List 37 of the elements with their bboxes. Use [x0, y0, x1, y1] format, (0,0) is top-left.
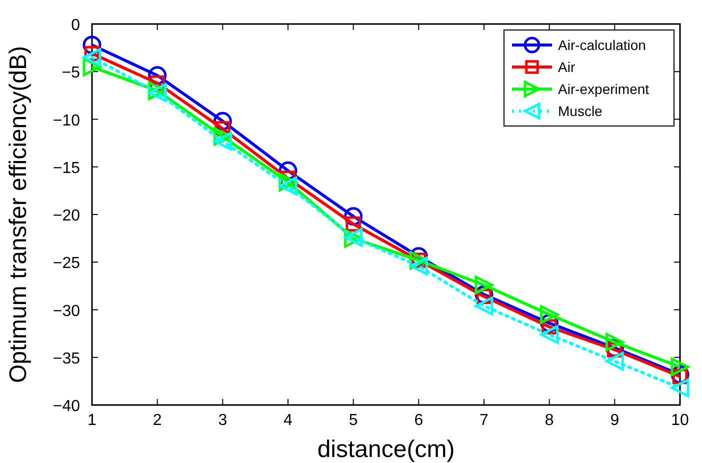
y-tick-label: −20: [52, 208, 80, 224]
y-tick-label: −25: [52, 255, 80, 272]
point: [670, 358, 690, 376]
y-tick-label: −5: [62, 64, 80, 82]
x-tick-label: 4: [284, 412, 293, 429]
legend-label: Air-experiment: [558, 81, 650, 97]
y-tick-label: −40: [52, 398, 80, 415]
x-tick-label: 3: [218, 412, 228, 429]
x-tick-label: 8: [544, 412, 554, 429]
x-tick-label: 2: [152, 412, 162, 429]
point: [474, 296, 494, 316]
x-tick-label: 6: [414, 412, 424, 429]
point: [605, 352, 624, 370]
y-tick-label: 0: [71, 17, 80, 34]
y-tick-label: −30: [52, 302, 80, 320]
point: [82, 48, 102, 67]
x-tick-label: 5: [348, 412, 358, 429]
point: [670, 378, 690, 398]
x-tick-label: 9: [610, 412, 620, 429]
y-tick-label: −10: [52, 112, 80, 130]
point: [213, 132, 232, 150]
legend-label: Muscle: [558, 103, 603, 119]
x-tick-label: 7: [480, 412, 489, 429]
point: [540, 325, 559, 344]
x-axis-title: distance(cm): [317, 436, 455, 463]
y-tick-label: −15: [52, 160, 80, 177]
point: [409, 256, 428, 276]
legend-label: Air: [558, 59, 576, 75]
point: [474, 276, 494, 294]
point: [605, 332, 624, 352]
x-tick-label: 10: [671, 412, 689, 429]
point: [278, 176, 298, 196]
y-axis-title: Optimum transfer efficiency(dB): [5, 46, 32, 383]
y-tick-label: −35: [52, 350, 80, 368]
x-tick-label: 1: [88, 412, 97, 429]
point: [540, 305, 559, 324]
legend-label: Air-calculation: [558, 37, 646, 53]
